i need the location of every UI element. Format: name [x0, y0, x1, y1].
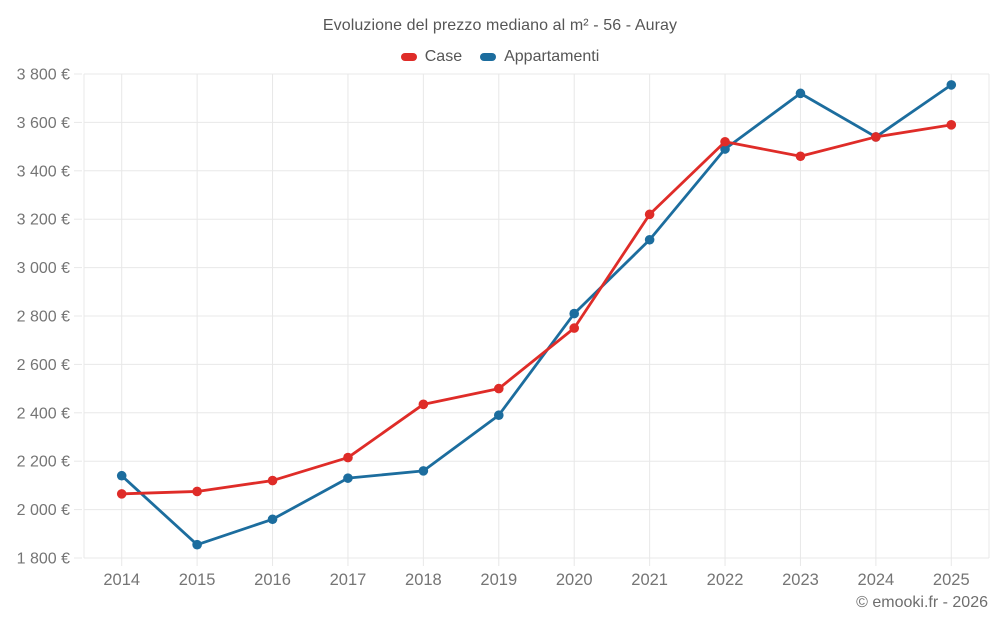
data-point-case [267, 475, 278, 486]
data-point-case [871, 132, 881, 142]
data-point-appartamenti [569, 308, 580, 319]
data-point-appartamenti [418, 466, 429, 476]
x-tick-label: 2021 [631, 571, 668, 589]
y-tick-label: 2 800 € [17, 309, 70, 326]
data-point-appartamenti [116, 470, 127, 481]
data-point-appartamenti [795, 88, 806, 99]
data-point-case [720, 136, 730, 147]
footer-credit: © emooki.fr - 2026 [856, 594, 988, 611]
chart-title: Evoluzione del prezzo mediano al m² - 56… [322, 17, 678, 34]
data-point-appartamenti [946, 80, 957, 90]
data-point-case [644, 209, 655, 220]
data-point-case [795, 151, 806, 162]
x-tick-label: 2022 [707, 571, 744, 589]
x-tick-label: 2017 [330, 571, 367, 589]
legend-item-appartamenti[interactable]: Appartamenti [480, 48, 599, 66]
x-tick-label: 2024 [858, 571, 895, 589]
data-point-appartamenti [644, 234, 655, 245]
y-tick-label: 3 000 € [17, 260, 70, 277]
y-tick-label: 2 600 € [17, 357, 70, 374]
x-tick-label: 2019 [480, 571, 517, 589]
data-point-case [493, 383, 504, 394]
data-point-case [343, 452, 353, 463]
data-point-appartamenti [720, 144, 730, 154]
y-tick-label: 3 200 € [17, 212, 70, 229]
y-tick-label: 3 600 € [17, 115, 70, 132]
x-tick-label: 2023 [782, 571, 819, 589]
x-tick-label: 2020 [556, 571, 593, 589]
series-line-appartamenti [120, 83, 953, 547]
data-point-case [418, 399, 429, 410]
data-point-appartamenti [493, 410, 504, 421]
x-tick-label: 2025 [933, 571, 970, 589]
x-tick-label: 2016 [254, 571, 291, 589]
x-tick-label: 2014 [103, 571, 140, 589]
series-line-case [120, 123, 953, 496]
y-tick-label: 3 800 € [17, 67, 70, 84]
data-point-appartamenti [267, 514, 278, 525]
legend-swatch-case-icon [400, 53, 417, 61]
x-tick-label: 2015 [179, 571, 216, 589]
data-point-case [116, 489, 127, 499]
data-point-case [569, 323, 580, 333]
y-tick-label: 2 000 € [17, 502, 70, 519]
data-point-appartamenti [343, 473, 353, 483]
y-tick-label: 3 400 € [17, 163, 70, 180]
legend: Case Appartamenti [0, 47, 1000, 67]
legend-label-case: Case [424, 48, 463, 65]
y-tick-label: 2 200 € [17, 454, 70, 471]
y-tick-label: 2 400 € [17, 405, 70, 422]
data-point-case [192, 486, 202, 497]
legend-item-case[interactable]: Case [400, 48, 463, 66]
y-tick-label: 1 800 € [17, 551, 70, 568]
x-tick-label: 2018 [405, 571, 442, 589]
data-point-appartamenti [192, 539, 202, 550]
data-point-case [946, 120, 957, 130]
legend-swatch-appartamenti-icon [480, 53, 497, 61]
legend-label-appartamenti: Appartamenti [504, 48, 600, 65]
